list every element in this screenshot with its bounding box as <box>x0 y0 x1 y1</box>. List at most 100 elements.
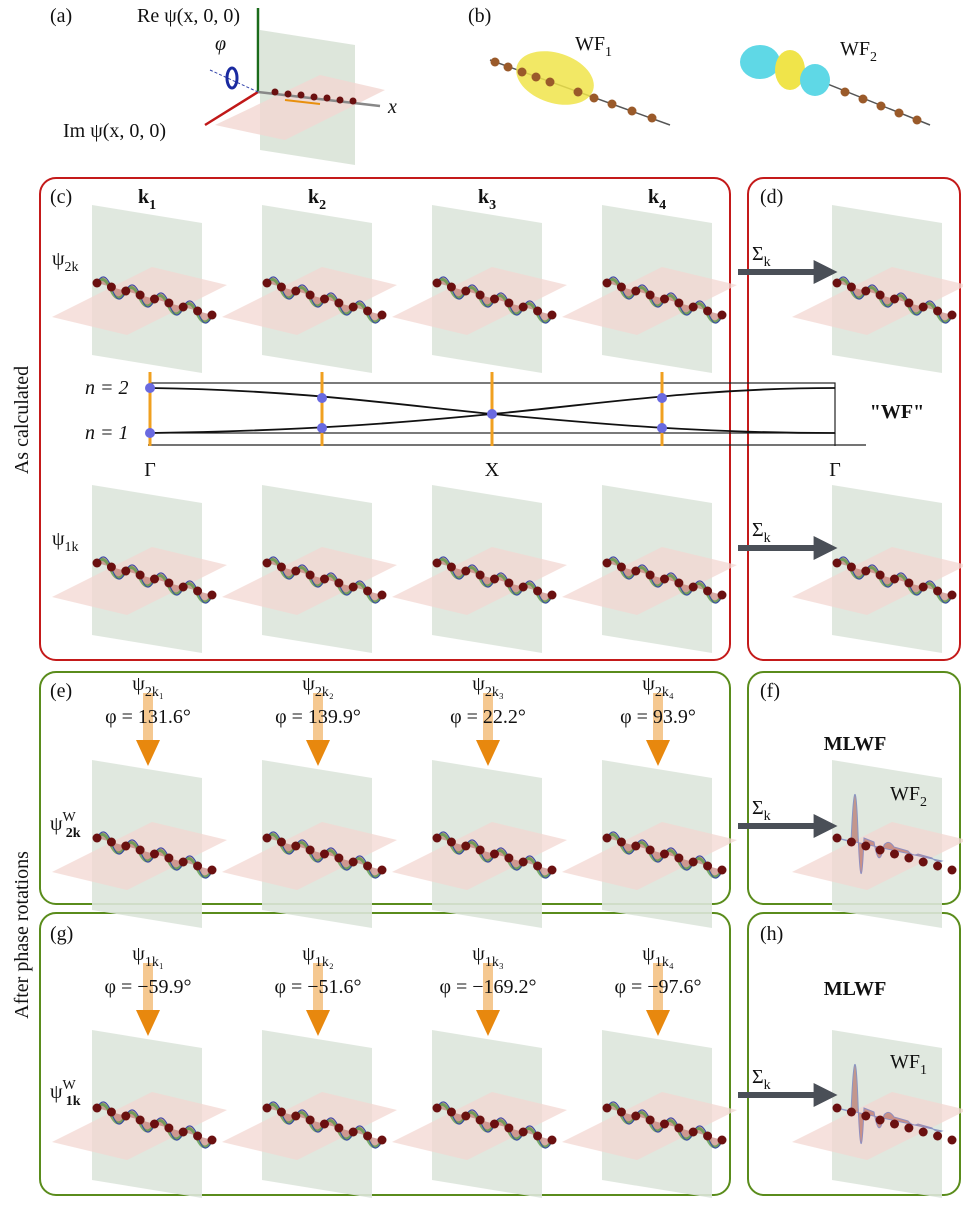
row-label: ψ2k <box>52 248 79 275</box>
band-diagram <box>145 372 866 446</box>
wavefunction-panel <box>562 1030 737 1198</box>
wavefunction-panel <box>792 205 963 373</box>
mlwf-label: MLWF <box>824 978 887 1000</box>
row-label-base: ψ <box>52 528 65 550</box>
wavefunction-panel <box>792 1030 963 1198</box>
rotation-arrow-head <box>646 740 670 766</box>
phi-label: φ = −59.9° <box>104 976 191 998</box>
sum-label-sub: k <box>764 1078 771 1093</box>
wf-label-base: WF <box>890 783 920 805</box>
psi-label-sub: 1k₂ <box>315 955 334 970</box>
wavefunction-panel <box>52 760 227 928</box>
band-label: n = 1 <box>85 422 129 444</box>
psi-label-base: ψ <box>132 943 145 965</box>
band-tick-label: Γ <box>144 459 156 481</box>
panel-label: (d) <box>760 186 783 208</box>
wavefunction-panel <box>392 205 567 373</box>
axis-label: Im ψ(x, 0, 0) <box>63 120 166 142</box>
sum-label-base: Σ <box>752 243 764 265</box>
wavefunction-panel <box>562 205 737 373</box>
sum-label: Σk <box>752 797 771 824</box>
psi-label: ψ1k₂ <box>302 943 334 970</box>
row-label-base: ψ <box>52 248 65 270</box>
wavefunction-panel <box>222 205 397 373</box>
wavefunction-panel <box>392 485 567 653</box>
psi-label-base: ψ <box>302 943 315 965</box>
psi-label: ψ2k₃ <box>472 673 504 700</box>
rotation-arrow-head <box>136 1010 160 1036</box>
wf-label-base: WF <box>575 33 605 55</box>
wavefunction-panel <box>392 1030 567 1198</box>
band-tick-label: Γ <box>829 459 841 481</box>
wf-label-sub: 2 <box>870 50 877 65</box>
panel-label: (f) <box>760 680 780 702</box>
rotation-arrow-head <box>476 740 500 766</box>
phi-label: φ = 93.9° <box>620 706 696 728</box>
psi-label-base: ψ <box>472 943 485 965</box>
psi-label: ψ2k₁ <box>132 673 163 700</box>
sum-label-base: Σ <box>752 1066 764 1088</box>
k-label: k4 <box>648 186 666 213</box>
wf-quote: "WF" <box>870 401 924 423</box>
phi-label: φ = −97.6° <box>614 976 701 998</box>
panel-label: (h) <box>760 923 783 945</box>
psi-label-base: ψ <box>642 943 655 965</box>
wf-label-sub: 1 <box>605 45 612 60</box>
panel-label: (a) <box>50 5 72 27</box>
psi-label: ψ2k₂ <box>302 673 334 700</box>
psi-label: ψ1k₁ <box>132 943 163 970</box>
row-label-base: ψ <box>50 813 63 835</box>
psi-label: ψ1k₄ <box>642 943 674 970</box>
k-label: k2 <box>308 186 326 213</box>
phi-label: φ = −169.2° <box>439 976 536 998</box>
wavefunction-panel <box>52 205 227 373</box>
wavefunction-panel <box>222 485 397 653</box>
sum-label-sub: k <box>764 255 771 270</box>
sum-label-base: Σ <box>752 797 764 819</box>
psi-label-base: ψ <box>132 673 145 695</box>
sum-label-base: Σ <box>752 519 764 541</box>
panel-label: (c) <box>50 186 72 208</box>
psi-label: ψ1k₃ <box>472 943 504 970</box>
mlwf-label: MLWF <box>824 733 887 755</box>
wf-label-base: WF <box>890 1051 920 1073</box>
phi-label: φ = −51.6° <box>274 976 361 998</box>
k-label-sub: 1 <box>149 198 156 213</box>
psi-label-sub: 1k₁ <box>145 955 164 970</box>
x-label: x <box>387 96 397 118</box>
psi-label-sub: 2k₂ <box>315 685 334 700</box>
figure: (a)(b)(c)(d)(e)(f)(g)(h)Re ψ(x, 0, 0)Im … <box>0 0 963 1205</box>
sum-label: Σk <box>752 519 771 546</box>
k-label: k3 <box>478 186 496 213</box>
psi-label-sub: 2k₃ <box>485 685 504 700</box>
k-label: k1 <box>138 186 156 213</box>
rotation-arrow-head <box>476 1010 500 1036</box>
wf-label-base: WF <box>840 38 870 60</box>
wavefunction-panel <box>792 760 963 928</box>
phi-label: φ <box>215 33 226 55</box>
psi-label-sub: 2k₁ <box>145 685 164 700</box>
wf-label-sub: 2 <box>920 795 927 810</box>
row-label-sub: 1k <box>65 540 79 555</box>
psi-label-base: ψ <box>472 673 485 695</box>
row-label-sup: W <box>63 1078 77 1093</box>
sum-label: Σk <box>752 243 771 270</box>
psi-label-base: ψ <box>642 673 655 695</box>
wf-label: WF1 <box>575 33 612 60</box>
rotation-arrow-head <box>646 1010 670 1036</box>
side-label: As calculated <box>11 366 33 474</box>
panel-a-sketch <box>205 8 385 165</box>
row-label: ψ1k <box>52 528 79 555</box>
wavefunction-panel <box>52 485 227 653</box>
wf-label-sub: 1 <box>920 1063 927 1078</box>
sum-label-sub: k <box>764 809 771 824</box>
phi-label: φ = 22.2° <box>450 706 526 728</box>
side-label: After phase rotations <box>11 851 33 1019</box>
psi-label: ψ2k₄ <box>642 673 674 700</box>
phi-label: φ = 139.9° <box>275 706 361 728</box>
phi-label: φ = 131.6° <box>105 706 191 728</box>
rotation-arrow-head <box>306 1010 330 1036</box>
row-label-sub: 1k <box>66 1094 81 1109</box>
